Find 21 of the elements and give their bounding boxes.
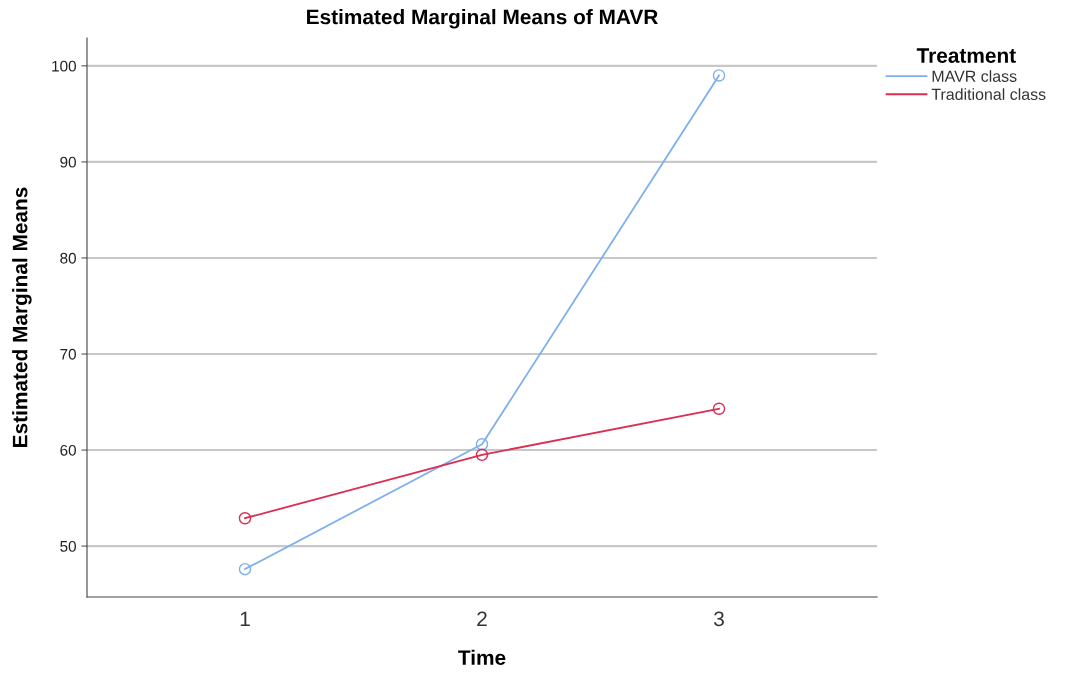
y-tick-label: 60 [60, 444, 76, 456]
point [712, 69, 726, 82]
x-tick-label: 2 [477, 611, 487, 626]
point [712, 402, 726, 415]
chart-title: Estimated Marginal Means of MAVR [307, 9, 658, 29]
point [475, 448, 489, 462]
x-axis-title: Time [458, 649, 506, 666]
legend-title: Treatment [916, 48, 1016, 63]
y-tick-label: 90 [60, 156, 76, 168]
point [238, 511, 252, 525]
y-tick-label: 70 [60, 348, 76, 360]
x-tick-label: 1 [240, 611, 250, 626]
point [475, 438, 489, 451]
legend-label: Traditional class [931, 88, 1046, 101]
point [238, 562, 252, 576]
y-tick-label: 50 [60, 540, 76, 552]
legend-label: MAVR class [932, 70, 1017, 82]
y-tick-label: 100 [52, 60, 76, 72]
x-tick-label: 3 [714, 611, 724, 627]
y-axis-title: Estimated Marginal Means [12, 187, 32, 447]
y-tick-label: 80 [60, 252, 76, 264]
